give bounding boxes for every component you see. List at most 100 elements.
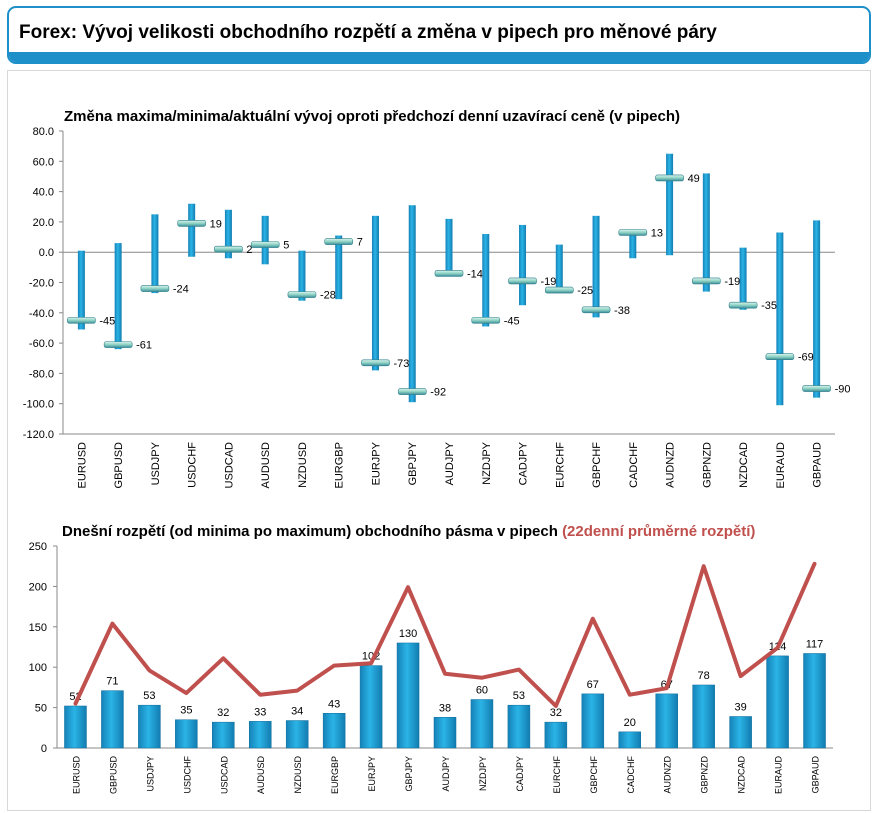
chart2-value-label: 67 bbox=[587, 679, 599, 691]
chart2-title-main: Dnešní rozpětí (od minima po maximum) ob… bbox=[62, 523, 558, 540]
chart2-value-label: 34 bbox=[291, 706, 303, 718]
chart1-current-label: 13 bbox=[651, 228, 663, 240]
chart2-category-label: NZDCAD bbox=[737, 756, 747, 794]
chart2-y-tick-label: 150 bbox=[29, 622, 47, 634]
chart1-current-marker-eurusd bbox=[67, 317, 96, 324]
chart1-current-marker-usdchf bbox=[177, 220, 206, 227]
chart1-current-marker-eurjpy bbox=[361, 359, 390, 367]
chart2-y-tick-label: 250 bbox=[29, 541, 47, 553]
chart2-category-label: NZDUSD bbox=[293, 756, 303, 794]
chart1-category-label: NZDUSD bbox=[297, 442, 309, 488]
chart2-bar-gbpnzd bbox=[692, 684, 715, 749]
chart1-current-marker-cadjpy bbox=[508, 277, 537, 285]
chart1-current-label: 49 bbox=[688, 173, 700, 185]
chart2-value-label: 35 bbox=[180, 705, 192, 717]
chart1-current-label: 19 bbox=[210, 218, 222, 230]
chart2-bar-usdcad bbox=[212, 721, 235, 749]
chart1-category-label: EURJPY bbox=[370, 441, 382, 485]
chart2-category-label: AUDNZD bbox=[663, 756, 673, 794]
chart2-category-label: GBPAUD bbox=[811, 756, 821, 794]
chart1-title: Změna maxima/minima/aktuální vývoj oprot… bbox=[64, 108, 681, 125]
chart2-bar-euraud bbox=[766, 655, 789, 749]
chart1-category-label: CADCHF bbox=[628, 442, 640, 488]
chart1-category-label: EURCHF bbox=[554, 442, 566, 488]
chart1-y-tick-label: 20.0 bbox=[33, 217, 54, 229]
chart1-range-bar-cadjpy bbox=[519, 224, 527, 306]
chart1-range-bar-usdchf bbox=[188, 203, 196, 257]
chart2-bar-usdchf bbox=[175, 719, 198, 749]
chart1-category-label: NZDJPY bbox=[481, 441, 493, 484]
chart1-range-bar-gbpchf bbox=[592, 215, 600, 318]
chart1-current-label: -69 bbox=[798, 352, 814, 364]
chart2-bar-gbpusd bbox=[101, 690, 124, 749]
chart2-value-label: 60 bbox=[476, 685, 488, 697]
chart2-bar-nzdjpy bbox=[470, 699, 494, 749]
chart1-current-marker-nzdjpy bbox=[471, 317, 501, 324]
chart1-y-tick-label: -60.0 bbox=[29, 338, 54, 350]
chart1-range-bar-eurusd bbox=[77, 250, 85, 330]
chart1-current-label: -73 bbox=[393, 358, 409, 370]
chart2-bar-gbpjpy bbox=[396, 642, 420, 749]
chart2-y-tick-label: 200 bbox=[29, 581, 47, 593]
chart1-range-bar-audjpy bbox=[445, 218, 453, 275]
chart1-range-bar-gbpjpy bbox=[408, 205, 416, 403]
chart2-category-label: EURUSD bbox=[71, 756, 81, 795]
chart1-range-bar-nzdusd bbox=[298, 250, 306, 301]
chart2-value-label: 33 bbox=[254, 706, 266, 718]
chart2-bar-nzdusd bbox=[285, 720, 309, 749]
chart1-range-bar-usdjpy bbox=[151, 214, 159, 294]
chart2-y-tick-label: 0 bbox=[41, 743, 47, 755]
chart1-current-label: -45 bbox=[99, 315, 115, 327]
chart1-current-label: -90 bbox=[835, 384, 851, 396]
chart1-y-tick-label: -80.0 bbox=[29, 368, 54, 380]
chart1-range-bar-nzdjpy bbox=[482, 234, 490, 327]
chart2-value-label: 32 bbox=[217, 707, 229, 719]
chart1-current-label: 7 bbox=[357, 237, 363, 249]
chart1-current-marker-gbpaud bbox=[802, 385, 831, 392]
chart1-current-marker-gbpjpy bbox=[397, 388, 427, 395]
chart2-bar-cadjpy bbox=[507, 704, 531, 749]
chart1-range-bar-audnzd bbox=[666, 153, 674, 256]
chart1-range-bar-audusd bbox=[261, 215, 269, 265]
chart1-current-label: -45 bbox=[504, 315, 520, 327]
chart2-value-label: 43 bbox=[328, 698, 340, 710]
chart2-value-label: 20 bbox=[624, 717, 636, 729]
chart2-y-tick-label: 100 bbox=[29, 662, 47, 674]
chart2-title: Dnešní rozpětí (od minima po maximum) ob… bbox=[62, 523, 755, 540]
chart2-category-label: EURGBP bbox=[330, 756, 340, 794]
chart1-range-bar-nzdcad bbox=[739, 247, 747, 310]
chart1-y-tick-label: 60.0 bbox=[33, 156, 54, 168]
chart2-category-label: EURCHF bbox=[552, 755, 562, 793]
chart2-average-line bbox=[73, 561, 817, 708]
chart1-current-label: -24 bbox=[173, 284, 189, 296]
chart1-category-label: USDJPY bbox=[150, 441, 162, 485]
chart1-current-marker-eurchf bbox=[544, 286, 574, 294]
chart1-category-label: GBPNZD bbox=[701, 442, 713, 488]
chart2-value-label: 78 bbox=[698, 670, 710, 682]
chart2-category-label: NZDJPY bbox=[478, 756, 488, 791]
chart1-current-marker-nzdusd bbox=[287, 291, 317, 298]
chart2-bar-cadchf bbox=[618, 731, 642, 749]
chart1-current-marker-usdcad bbox=[214, 245, 243, 253]
chart2-value-label: 39 bbox=[734, 701, 746, 713]
chart1-current-label: 2 bbox=[246, 244, 252, 256]
chart2-bar-gbpaud bbox=[803, 653, 826, 749]
chart1-current-label: -38 bbox=[614, 305, 630, 317]
chart2-bar-usdjpy bbox=[138, 704, 161, 749]
chart2-bar-gbpchf bbox=[581, 693, 605, 749]
chart1-category-label: GBPUSD bbox=[113, 442, 125, 489]
chart1-current-marker-cadchf bbox=[618, 229, 648, 236]
chart1-category-label: NZDCAD bbox=[738, 442, 750, 488]
chart1-category-label: USDCAD bbox=[223, 442, 235, 489]
chart1-current-label: -61 bbox=[136, 340, 152, 352]
chart2-value-label: 130 bbox=[399, 628, 417, 640]
header-box: Forex: Vývoj velikosti obchodního rozpět… bbox=[7, 6, 871, 64]
chart2-category-label: CADJPY bbox=[515, 756, 525, 792]
chart1-current-label: 5 bbox=[283, 240, 289, 252]
chart2-category-label: USDJPY bbox=[145, 756, 155, 792]
chart2-category-label: GBPJPY bbox=[404, 756, 414, 792]
chart1-current-label: -35 bbox=[761, 300, 777, 312]
chart1-current-marker-eurgbp bbox=[324, 238, 354, 245]
chart2-bar-eurchf bbox=[544, 721, 568, 749]
chart2-value-label: 38 bbox=[439, 702, 451, 714]
